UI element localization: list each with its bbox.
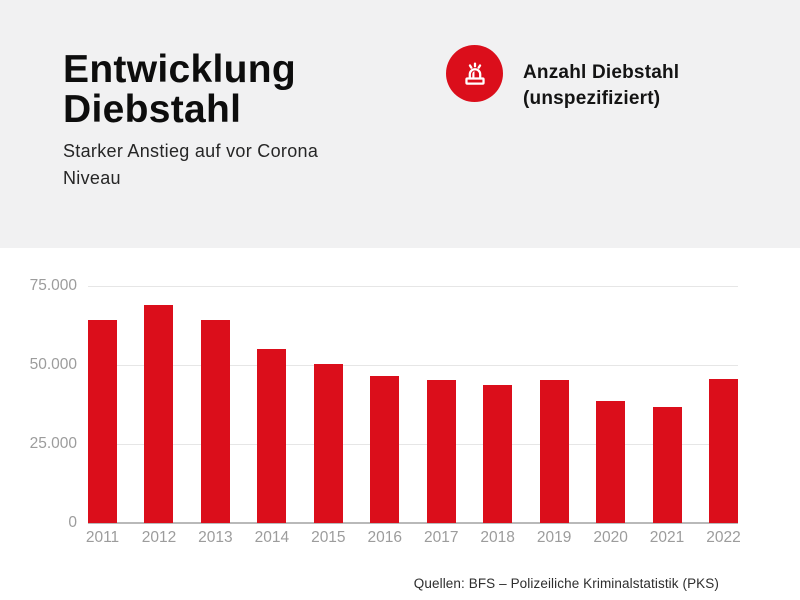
page-title: Entwicklung Diebstahl bbox=[63, 48, 296, 131]
y-tick-25000: 25.000 bbox=[29, 435, 77, 453]
x-label-2017: 2017 bbox=[423, 529, 459, 546]
bar-2014 bbox=[257, 348, 287, 523]
y-tick-75000: 75.000 bbox=[29, 277, 77, 295]
x-label-2013: 2013 bbox=[198, 529, 233, 546]
bar-2019 bbox=[539, 379, 569, 523]
x-label-2011: 2011 bbox=[85, 529, 120, 546]
siren-icon bbox=[459, 58, 491, 90]
x-label-2012: 2012 bbox=[141, 529, 177, 546]
x-label-2016: 2016 bbox=[367, 529, 403, 546]
gridline-75000 bbox=[88, 286, 738, 288]
page-subtitle: Starker Anstieg auf vor Corona Niveau bbox=[63, 141, 319, 188]
legend-label: Anzahl Diebstahl (unspezifiziert) bbox=[523, 62, 680, 109]
x-label-2018: 2018 bbox=[480, 529, 515, 546]
x-label-2020: 2020 bbox=[593, 529, 628, 546]
y-tick-0: 0 bbox=[68, 514, 77, 531]
bar-2017 bbox=[426, 379, 456, 523]
legend-badge bbox=[446, 45, 503, 102]
bar-2015 bbox=[313, 363, 343, 523]
gridline-25000 bbox=[88, 444, 738, 446]
bar-2011 bbox=[88, 319, 117, 523]
x-label-2019: 2019 bbox=[536, 529, 572, 546]
gridline-50000 bbox=[88, 365, 738, 367]
y-tick-50000: 50.000 bbox=[29, 356, 77, 374]
x-label-2021: 2021 bbox=[649, 529, 685, 546]
x-label-2022: 2022 bbox=[706, 529, 741, 546]
bar-chart bbox=[88, 273, 738, 524]
bar-2012 bbox=[144, 305, 174, 523]
bar-2022 bbox=[709, 379, 738, 523]
bar-2021 bbox=[652, 406, 682, 523]
source-note: Quellen: BFS – Polizeiliche Kriminalstat… bbox=[413, 576, 719, 591]
bar-2016 bbox=[370, 376, 400, 523]
header-band bbox=[0, 0, 800, 248]
bar-2020 bbox=[596, 401, 626, 523]
bar-2018 bbox=[483, 384, 513, 523]
x-label-2014: 2014 bbox=[254, 529, 290, 546]
x-label-2015: 2015 bbox=[311, 529, 346, 546]
bar-2013 bbox=[200, 319, 230, 523]
x-axis-line bbox=[88, 522, 738, 524]
